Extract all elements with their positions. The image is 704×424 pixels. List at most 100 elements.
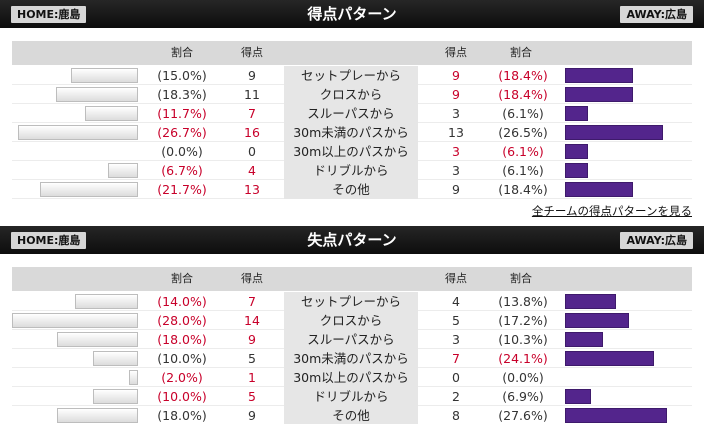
pattern-label: その他	[284, 180, 418, 199]
away-ratio-cell: (18.4%)	[498, 182, 548, 197]
home-ratio-cell: (11.7%)	[157, 106, 207, 121]
table-row: (18.3%) 11 クロスから 9 (18.4%)	[12, 85, 692, 104]
away-points-cell: 7	[452, 351, 460, 366]
away-ratio-cell: (13.8%)	[498, 294, 548, 309]
away-ratio-bar	[565, 125, 664, 140]
away-ratio-bar	[565, 68, 634, 83]
away-ratio-cell: (6.1%)	[502, 163, 544, 178]
home-points-cell: 5	[248, 389, 256, 404]
home-ratio-bar	[93, 351, 138, 366]
table-row: (6.7%) 4 ドリブルから 3 (6.1%)	[12, 161, 692, 180]
table-row: (14.0%) 7 セットプレーから 4 (13.8%)	[12, 292, 692, 311]
home-points-cell: 9	[248, 332, 256, 347]
home-points-cell: 1	[248, 370, 256, 385]
away-points-cell: 3	[452, 332, 460, 347]
home-ratio-cell: (6.7%)	[161, 163, 203, 178]
home-ratio-bar	[70, 68, 138, 83]
pattern-label: セットプレーから	[284, 292, 418, 311]
home-ratio-cell: (10.0%)	[157, 351, 207, 366]
home-ratio-bar	[93, 389, 138, 404]
home-ratio-cell: (14.0%)	[157, 294, 207, 309]
away-ratio-cell: (10.3%)	[498, 332, 548, 347]
column-header: 割合 得点 得点 割合	[12, 41, 692, 65]
away-team-label: AWAY:広島	[620, 6, 693, 23]
away-ratio-bar	[565, 106, 588, 121]
home-points-cell: 13	[244, 182, 260, 197]
away-points-header: 得点	[445, 272, 467, 285]
away-ratio-cell: (6.1%)	[502, 106, 544, 121]
home-ratio-header: 割合	[171, 272, 193, 285]
away-team-label: AWAY:広島	[620, 232, 693, 249]
home-points-cell: 14	[244, 313, 260, 328]
table-row: (10.0%) 5 30m未満のパスから 7 (24.1%)	[12, 349, 692, 368]
home-ratio-bar	[17, 125, 138, 140]
all-teams-scoring-link[interactable]: 全チームの得点パターンを見る	[531, 204, 692, 218]
home-ratio-bar	[57, 408, 138, 423]
home-team-label: HOME:鹿島	[11, 232, 87, 249]
home-ratio-cell: (26.7%)	[157, 125, 207, 140]
home-ratio-cell: (15.0%)	[157, 68, 207, 83]
away-ratio-bar	[565, 332, 604, 347]
home-points-cell: 4	[248, 163, 256, 178]
home-ratio-bar	[107, 163, 138, 178]
pattern-label: スルーパスから	[284, 104, 418, 123]
home-ratio-bar	[75, 294, 138, 309]
pattern-label: クロスから	[284, 85, 418, 104]
home-ratio-bar	[12, 313, 138, 328]
away-ratio-header: 割合	[510, 272, 532, 285]
away-points-cell: 0	[452, 370, 460, 385]
pattern-label: 30m以上のパスから	[284, 368, 418, 387]
table-row: (11.7%) 7 スルーパスから 3 (6.1%)	[12, 104, 692, 123]
pattern-label: ドリブルから	[284, 161, 418, 180]
home-points-cell: 9	[248, 68, 256, 83]
table-row: (21.7%) 13 その他 9 (18.4%)	[12, 180, 692, 199]
pattern-label: クロスから	[284, 311, 418, 330]
away-ratio-bar	[565, 87, 634, 102]
home-ratio-cell: (10.0%)	[157, 389, 207, 404]
home-ratio-bar	[40, 182, 138, 197]
home-ratio-cell: (28.0%)	[157, 313, 207, 328]
away-points-cell: 3	[452, 163, 460, 178]
away-ratio-bar	[565, 182, 634, 197]
pattern-rows: (15.0%) 9 セットプレーから 9 (18.4%) (18.3%) 11 クロスから 9(…	[12, 66, 692, 199]
home-ratio-cell: (18.0%)	[157, 332, 207, 347]
home-ratio-bar	[85, 106, 138, 121]
away-points-cell: 9	[452, 182, 460, 197]
away-points-cell: 9	[452, 68, 460, 83]
away-ratio-cell: (27.6%)	[498, 408, 548, 423]
home-ratio-bar	[55, 87, 138, 102]
pattern-label: ドリブルから	[284, 387, 418, 406]
section-title: 得点パターン	[307, 5, 397, 23]
home-points-cell: 5	[248, 351, 256, 366]
section-title-bar: HOME:鹿島 得点パターン AWAY:広島	[0, 0, 704, 28]
away-ratio-cell: (0.0%)	[502, 370, 544, 385]
home-ratio-cell: (18.0%)	[157, 408, 207, 423]
away-ratio-bar	[565, 408, 668, 423]
table-row: (2.0%) 1 30m以上のパスから 0 (0.0%)	[12, 368, 692, 387]
home-ratio-cell: (21.7%)	[157, 182, 207, 197]
table-row: (26.7%) 16 30m未満のパスから 13 (26.5%)	[12, 123, 692, 142]
home-ratio-cell: (18.3%)	[157, 87, 207, 102]
away-ratio-cell: (24.1%)	[498, 351, 548, 366]
pattern-label: 30m未満のパスから	[284, 349, 418, 368]
home-points-cell: 16	[244, 125, 260, 140]
away-ratio-bar	[565, 294, 617, 309]
away-ratio-bar	[565, 313, 629, 328]
away-points-cell: 4	[452, 294, 460, 309]
away-ratio-bar	[565, 144, 588, 159]
away-points-cell: 8	[452, 408, 460, 423]
table-row: (0.0%) 0 30m以上のパスから 3 (6.1%)	[12, 142, 692, 161]
away-ratio-cell: (18.4%)	[498, 68, 548, 83]
home-points-header: 得点	[241, 46, 263, 59]
away-ratio-cell: (18.4%)	[498, 87, 548, 102]
away-ratio-bar	[565, 163, 588, 178]
away-points-cell: 2	[452, 389, 460, 404]
home-points-cell: 0	[248, 144, 256, 159]
table-row: (10.0%) 5 ドリブルから 2 (6.9%)	[12, 387, 692, 406]
table-row: (15.0%) 9 セットプレーから 9 (18.4%)	[12, 66, 692, 85]
away-ratio-cell: (26.5%)	[498, 125, 548, 140]
pattern-label: その他	[284, 406, 418, 424]
scoring-pattern-section: HOME:鹿島 得点パターン AWAY:広島 割合 得点 得点 割合 (15.0…	[0, 0, 704, 218]
home-points-cell: 7	[248, 294, 256, 309]
home-ratio-cell: (0.0%)	[161, 144, 203, 159]
